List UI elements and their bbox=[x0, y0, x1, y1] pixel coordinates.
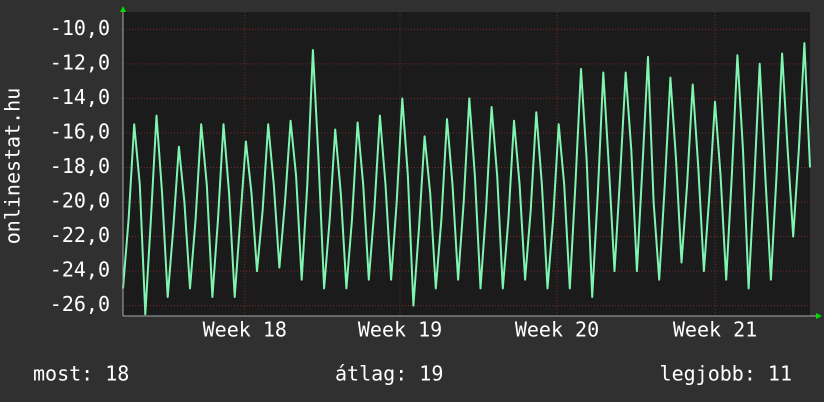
y-tick-label: -14,0 bbox=[50, 85, 110, 109]
x-tick-label: Week 21 bbox=[673, 318, 757, 342]
footer-text: átlag: 19 bbox=[335, 362, 443, 386]
y-axis-label: onlinestat.hu bbox=[1, 88, 25, 245]
y-tick-label: -18,0 bbox=[50, 154, 110, 178]
axis-arrow bbox=[120, 6, 126, 12]
footer-text: legjobb: 11 bbox=[660, 362, 792, 386]
data-line bbox=[122, 42, 811, 316]
y-tick-label: -22,0 bbox=[50, 223, 110, 247]
x-tick-label: Week 18 bbox=[203, 318, 287, 342]
y-tick-label: -26,0 bbox=[50, 292, 110, 316]
y-tick-label: -24,0 bbox=[50, 258, 110, 282]
footer-text: most: 18 bbox=[33, 362, 129, 386]
y-tick-label: -20,0 bbox=[50, 189, 110, 213]
x-tick-label: Week 20 bbox=[515, 318, 599, 342]
y-tick-label: -16,0 bbox=[50, 119, 110, 143]
y-tick-label: -10,0 bbox=[50, 16, 110, 40]
axis-arrow bbox=[816, 313, 822, 319]
x-tick-label: Week 19 bbox=[358, 318, 442, 342]
y-tick-label: -12,0 bbox=[50, 50, 110, 74]
